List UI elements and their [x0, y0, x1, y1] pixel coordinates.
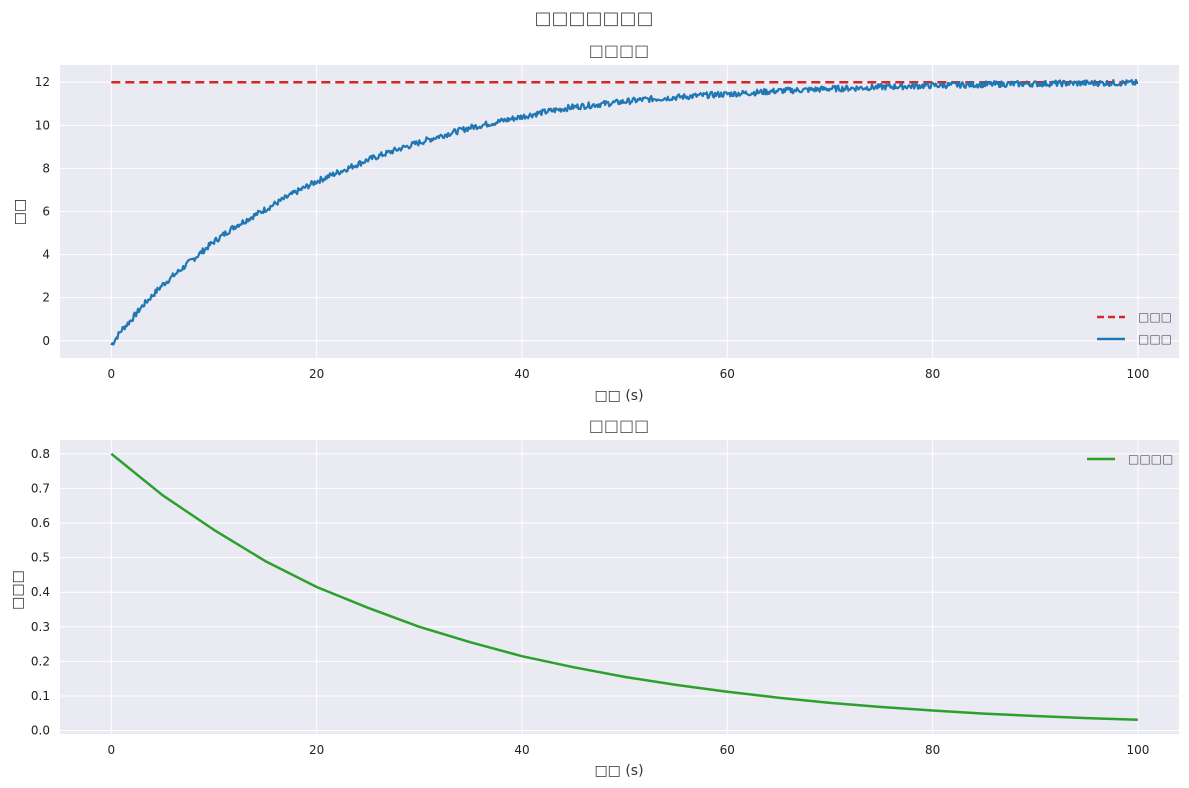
top-y-tick-label: 10 [35, 118, 50, 132]
top-y-tick-label: 8 [42, 161, 50, 175]
top-chart-title: □□□□ [589, 41, 649, 60]
top-grid [60, 65, 1179, 358]
bottom-y-tick-label: 0.5 [31, 551, 50, 565]
top-subplot: □□□□ 0 20 40 60 80 100 0 2 4 6 8 10 12 □□ (s) □□ □□□… [12, 41, 1179, 404]
figure-suptitle: □□□□□□□ [534, 8, 653, 29]
bottom-grid [60, 440, 1179, 734]
bottom-y-tick-label: 0.3 [31, 620, 50, 634]
bottom-chart-title: □□□□ [589, 416, 649, 435]
bottom-x-tick-label: 20 [309, 743, 324, 757]
bottom-y-tick-label: 0.1 [31, 689, 50, 703]
top-series-layer [110, 78, 1139, 346]
bottom-y-tick-label: 0.8 [31, 447, 50, 461]
bottom-x-axis-label: □□ (s) [594, 763, 643, 779]
bottom-y-tick-label: 0.4 [31, 585, 50, 599]
top-legend: □□□ □□□ [1097, 310, 1172, 346]
top-x-tick-label: 60 [720, 367, 735, 381]
top-x-tick-label: 20 [309, 367, 324, 381]
bottom-y-tick-label: 0.0 [31, 724, 50, 738]
bottom-y-tick-label: 0.7 [31, 481, 50, 495]
top-tick-labels: 0 20 40 60 80 100 0 2 4 6 8 10 12 [35, 75, 1150, 381]
top-y-tick-label: 4 [42, 248, 50, 262]
bottom-plot-area [60, 440, 1179, 734]
bottom-x-tick-label: 40 [514, 743, 529, 757]
bottom-series-line-0 [110, 452, 1138, 722]
top-x-tick-label: 0 [108, 367, 116, 381]
top-legend-label-setpoint: □□□ [1138, 310, 1172, 324]
top-y-tick-label: 12 [35, 75, 50, 89]
bottom-subplot: □□□□ 0 20 40 60 80 100 0.0 0.1 0.2 0.3 0.4 0.5 0.6 0.… [10, 416, 1179, 779]
bottom-x-tick-label: 0 [108, 743, 116, 757]
bottom-legend: □□□□ [1087, 452, 1173, 466]
top-series-line-1 [110, 78, 1139, 346]
bottom-x-tick-label: 100 [1126, 743, 1149, 757]
bottom-y-tick-label: 0.2 [31, 654, 50, 668]
top-x-axis-label: □□ (s) [594, 388, 643, 404]
top-y-tick-label: 2 [42, 291, 50, 305]
top-y-tick-label: 0 [42, 334, 50, 348]
top-x-tick-label: 100 [1126, 367, 1149, 381]
top-x-tick-label: 40 [514, 367, 529, 381]
top-y-tick-label: 6 [42, 205, 50, 219]
bottom-legend-label-control: □□□□ [1128, 452, 1173, 466]
bottom-y-tick-label: 0.6 [31, 516, 50, 530]
top-x-tick-label: 80 [925, 367, 940, 381]
bottom-series-layer [110, 452, 1138, 722]
top-y-axis-label: □□ [12, 199, 28, 225]
bottom-y-axis-label: □□□ [10, 570, 26, 610]
top-legend-label-measured: □□□ [1138, 332, 1172, 346]
bottom-tick-labels: 0 20 40 60 80 100 0.0 0.1 0.2 0.3 0.4 0.5 0.6 0.7 0.8 [31, 447, 1149, 757]
bottom-x-tick-label: 80 [925, 743, 940, 757]
bottom-x-tick-label: 60 [720, 743, 735, 757]
